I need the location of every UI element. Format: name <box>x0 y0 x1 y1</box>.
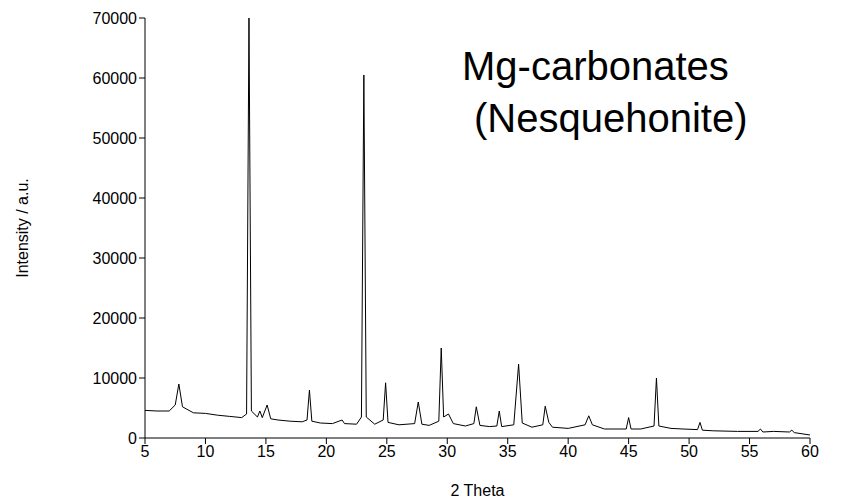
svg-text:5: 5 <box>141 443 150 460</box>
svg-text:70000: 70000 <box>93 10 138 27</box>
svg-text:40: 40 <box>559 443 577 460</box>
html-text:(Nesquehonite): (Nesquehonite) <box>474 96 748 140</box>
svg-text:60000: 60000 <box>93 70 138 87</box>
svg-text:20: 20 <box>317 443 335 460</box>
svg-text:50000: 50000 <box>93 130 138 147</box>
svg-text:10000: 10000 <box>93 370 138 387</box>
svg-text:55: 55 <box>741 443 759 460</box>
svg-text:45: 45 <box>620 443 638 460</box>
svg-text:40000: 40000 <box>93 190 138 207</box>
svg-text:30000: 30000 <box>93 250 138 267</box>
svg-text:10: 10 <box>197 443 215 460</box>
html-text:Mg-carbonates: Mg-carbonates <box>462 44 729 88</box>
svg-text:25: 25 <box>378 443 396 460</box>
svg-text:50: 50 <box>680 443 698 460</box>
svg-text:20000: 20000 <box>93 310 138 327</box>
svg-text:35: 35 <box>499 443 517 460</box>
svg-text:15: 15 <box>257 443 275 460</box>
svg-text:2 Theta: 2 Theta <box>451 482 505 499</box>
svg-text:60: 60 <box>801 443 819 460</box>
svg-text:30: 30 <box>438 443 456 460</box>
svg-text:0: 0 <box>128 430 137 447</box>
svg-text:Intensity / a.u.: Intensity / a.u. <box>14 178 31 278</box>
